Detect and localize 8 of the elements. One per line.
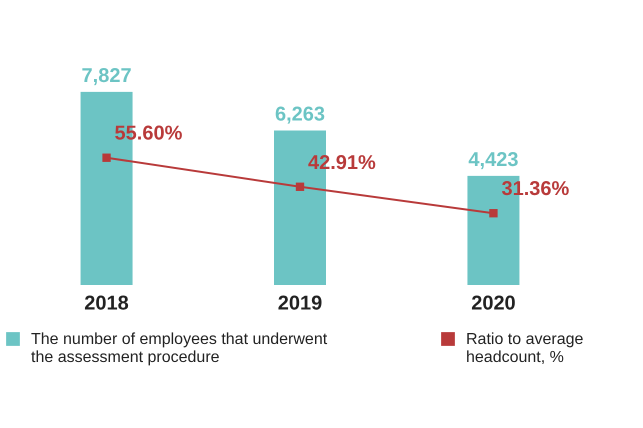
x-tick-label: 2019	[278, 292, 322, 314]
data-label: 6,263	[274, 103, 326, 126]
x-tick-label: 2020	[471, 292, 516, 314]
x-tick-label: 2018	[84, 292, 129, 314]
data-label: 4,423	[468, 148, 518, 171]
legend-label: Ratio to average headcount, %	[466, 331, 584, 366]
data-label: 7,827	[82, 64, 132, 87]
legend-label: The number of employees that underwent the assessment procedure	[31, 331, 328, 366]
